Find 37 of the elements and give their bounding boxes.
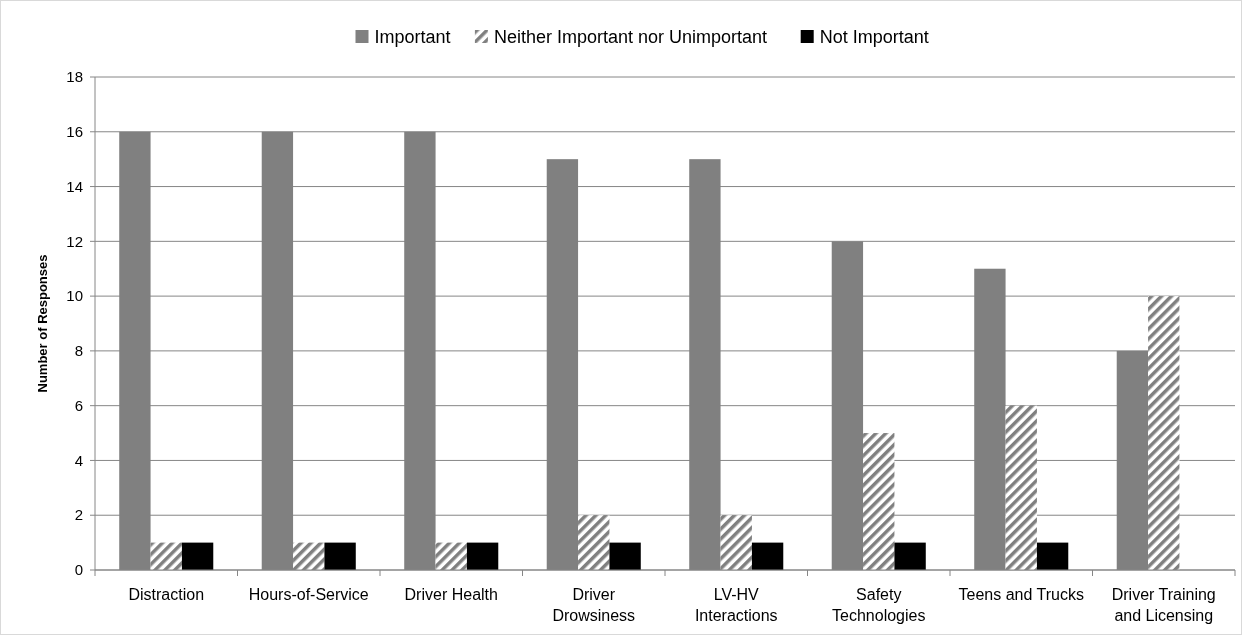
y-axis-title: Number of Responses <box>35 254 50 393</box>
x-tick-label: Hours-of-Service <box>248 586 369 603</box>
y-tick-label: 8 <box>74 342 83 360</box>
bar <box>181 542 214 570</box>
y-tick-label: 10 <box>66 287 83 305</box>
legend-label: Not Important <box>819 27 929 48</box>
bar <box>1005 405 1037 570</box>
legend-label: Neither Important nor Unimportant <box>493 27 768 48</box>
bar <box>324 542 356 570</box>
x-tick-label: Safety Technologies <box>832 586 926 624</box>
bar <box>894 542 926 570</box>
y-tick-label: 14 <box>66 177 83 195</box>
legend-label: Important <box>374 27 451 48</box>
bar <box>293 542 325 570</box>
y-tick-label: 2 <box>74 506 83 524</box>
y-tick-label: 6 <box>74 396 83 414</box>
x-tick-label: Teens and Trucks <box>958 586 1084 603</box>
bar <box>751 542 784 570</box>
y-tick-label: 0 <box>74 561 83 579</box>
bar <box>720 515 752 570</box>
x-tick-label: Distraction <box>128 586 205 603</box>
bar <box>863 433 895 570</box>
bar <box>466 542 499 570</box>
bar <box>435 542 467 570</box>
x-tick-label: LV-HV Interactions <box>694 586 778 624</box>
y-tick-label: 16 <box>66 123 83 141</box>
y-tick-label: 12 <box>66 232 83 250</box>
y-tick-label: 18 <box>66 68 83 86</box>
y-tick-label: 4 <box>74 451 83 469</box>
x-tick-label: Driver Health <box>404 586 498 603</box>
x-tick-label: Driver Training and Licensing <box>1111 586 1216 624</box>
bar <box>1148 296 1180 570</box>
x-tick-label: Driver Drowsiness <box>552 586 636 624</box>
bar <box>150 542 182 570</box>
bar <box>609 542 641 570</box>
bar <box>578 515 610 570</box>
bar <box>1036 542 1069 570</box>
